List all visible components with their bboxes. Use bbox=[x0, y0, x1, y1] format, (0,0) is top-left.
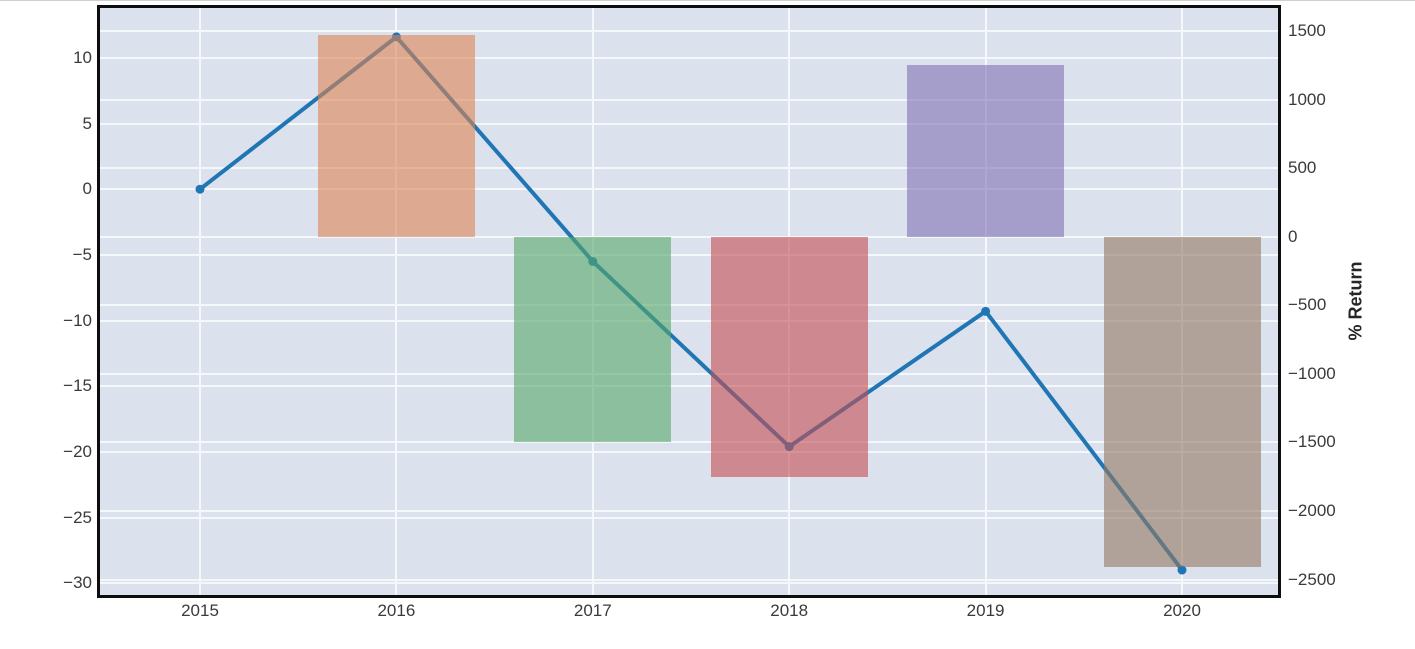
gridline-right-500 bbox=[100, 167, 1278, 170]
gridline-x-2016 bbox=[395, 8, 398, 595]
gridline-left-10 bbox=[100, 56, 1278, 59]
line-series-layer bbox=[195, 32, 1187, 575]
gridline-right-1500 bbox=[100, 30, 1278, 33]
x-tick-2018: 2018 bbox=[770, 601, 809, 620]
line-marker-2020 bbox=[1177, 565, 1187, 575]
left-tick-10: 10 bbox=[73, 47, 92, 67]
gridline-left--25 bbox=[100, 516, 1278, 519]
left-tick--20: −20 bbox=[63, 441, 92, 461]
gridline-right-1000 bbox=[100, 98, 1278, 101]
left-tick--5: −5 bbox=[72, 244, 92, 264]
gridline-left--15 bbox=[100, 385, 1278, 388]
right-tick-0: 0 bbox=[1288, 226, 1298, 246]
gridline-left--20 bbox=[100, 450, 1278, 453]
right-tick--500: −500 bbox=[1288, 295, 1327, 315]
right-tick--2500: −2500 bbox=[1288, 569, 1336, 589]
gridline-left-5 bbox=[100, 122, 1278, 125]
gridline-left-0 bbox=[100, 188, 1278, 191]
plot-area bbox=[100, 8, 1278, 595]
left-tick--25: −25 bbox=[63, 507, 92, 527]
return-bar-2017 bbox=[514, 236, 672, 443]
gridline-x-2015 bbox=[199, 8, 201, 595]
gridline-left--30 bbox=[100, 582, 1278, 585]
x-tick-2019: 2019 bbox=[966, 601, 1005, 620]
gridline-right-0 bbox=[100, 235, 1278, 238]
gridline-left--5 bbox=[100, 253, 1278, 256]
right-tick-1000: 1000 bbox=[1288, 89, 1326, 109]
line-marker-2015 bbox=[195, 184, 205, 194]
return-bar-2019 bbox=[907, 65, 1065, 237]
right-tick--2000: −2000 bbox=[1288, 500, 1336, 520]
right-tick--1000: −1000 bbox=[1288, 363, 1336, 383]
gridline-right--1500 bbox=[100, 441, 1278, 444]
gridline-right--1000 bbox=[100, 372, 1278, 375]
right-axis-title: % Return bbox=[1345, 261, 1366, 341]
gridline-x-2019 bbox=[984, 8, 987, 595]
left-tick--10: −10 bbox=[63, 310, 92, 330]
x-tick-2020: 2020 bbox=[1163, 601, 1201, 620]
x-tick-2015: 2015 bbox=[181, 601, 219, 620]
left-tick-0: 0 bbox=[82, 179, 92, 199]
return-bar-2020 bbox=[1103, 236, 1261, 568]
line-marker-2019 bbox=[981, 306, 991, 316]
gridline-right--2500 bbox=[100, 578, 1278, 581]
left-tick--30: −30 bbox=[63, 573, 92, 593]
gridline-left--10 bbox=[100, 319, 1278, 322]
left-tick-5: 5 bbox=[82, 113, 92, 133]
left-tick--15: −15 bbox=[63, 376, 92, 396]
window-top-edge bbox=[0, 0, 1415, 1]
right-tick--1500: −1500 bbox=[1288, 432, 1336, 452]
x-tick-2016: 2016 bbox=[377, 601, 416, 620]
gridline-right--500 bbox=[100, 304, 1278, 307]
right-tick-500: 500 bbox=[1288, 158, 1317, 178]
right-tick-1500: 1500 bbox=[1288, 21, 1326, 41]
x-tick-2017: 2017 bbox=[573, 601, 612, 620]
gridline-right--2000 bbox=[100, 509, 1278, 512]
return-bar-2016 bbox=[317, 35, 475, 237]
return-bar-2018 bbox=[710, 236, 868, 477]
